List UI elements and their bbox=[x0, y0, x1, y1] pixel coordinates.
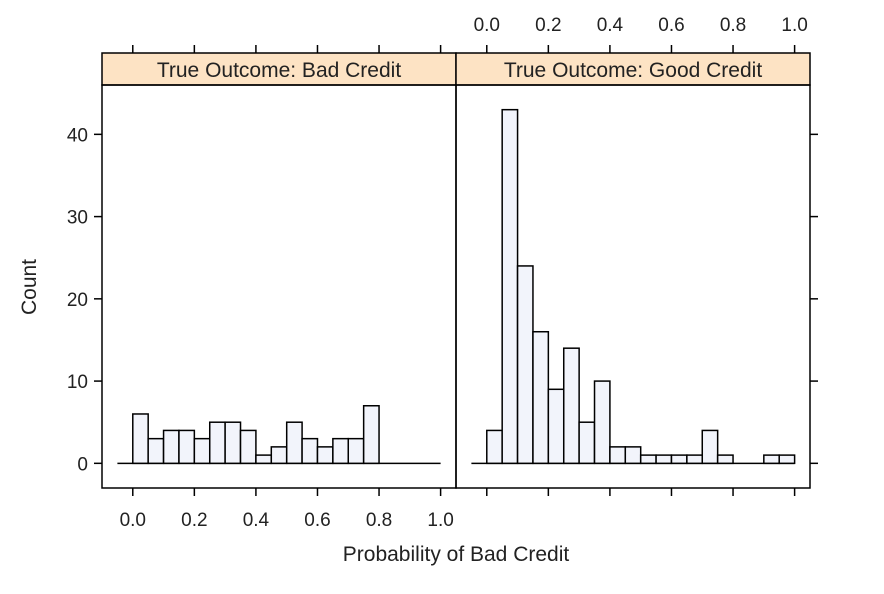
axes: 0.0 0.0 0.2 0.2 0.4 0.4 0.6 0.6 0.8 0.8 1.0 1.0 0 10 2… bbox=[67, 15, 818, 531]
histogram-bar bbox=[686, 454, 704, 465]
x-tick-label: 0.0 bbox=[474, 15, 500, 36]
x-tick-label: 0.4 bbox=[243, 510, 270, 531]
histogram-bar bbox=[362, 405, 380, 465]
histogram-bar bbox=[132, 413, 149, 465]
y-axis-title: Count bbox=[18, 259, 41, 315]
y-tick-label: 0 bbox=[77, 454, 88, 475]
histogram-bar bbox=[224, 421, 242, 465]
histogram-bar bbox=[162, 429, 180, 465]
panel-good-credit: True Outcome: Good Credit bbox=[455, 52, 811, 489]
strip-label: True Outcome: Good Credit bbox=[504, 59, 762, 82]
y-tick-label: 40 bbox=[67, 125, 88, 146]
y-tick-label: 10 bbox=[67, 372, 88, 393]
histogram-bar bbox=[501, 108, 519, 465]
histogram-bar bbox=[255, 454, 273, 465]
histogram-bar bbox=[547, 388, 565, 465]
histogram-bar bbox=[763, 454, 780, 465]
x-tick-label: 1.0 bbox=[427, 510, 453, 531]
histogram-bar bbox=[593, 380, 611, 465]
histogram-bar bbox=[270, 446, 288, 465]
histogram-bar bbox=[516, 265, 534, 465]
histogram-bar bbox=[670, 454, 688, 465]
x-tick-label: 0.4 bbox=[597, 15, 624, 36]
x-tick-label: 0.8 bbox=[366, 510, 392, 531]
y-tick-label: 20 bbox=[67, 290, 88, 311]
histogram-bar bbox=[532, 330, 550, 465]
x-axis-title: Probability of Bad Credit bbox=[343, 543, 570, 566]
histogram-bar bbox=[316, 446, 334, 465]
histogram-bar bbox=[562, 347, 580, 465]
x-tick-label: 0.2 bbox=[535, 15, 561, 36]
histogram-bar bbox=[178, 429, 196, 465]
strip-label: True Outcome: Bad Credit bbox=[157, 59, 401, 82]
x-tick-label: 0.6 bbox=[658, 15, 684, 36]
x-tick-label: 0.2 bbox=[181, 510, 207, 531]
histogram-bar bbox=[655, 454, 673, 465]
histogram-bar bbox=[301, 437, 319, 465]
x-tick-label: 0.0 bbox=[120, 510, 146, 531]
y-tick-label: 30 bbox=[67, 208, 88, 229]
histogram-bar bbox=[147, 437, 165, 465]
histogram-bar bbox=[208, 421, 226, 465]
x-tick-label: 0.6 bbox=[304, 510, 330, 531]
panel-frame bbox=[101, 84, 457, 489]
histogram-bar bbox=[486, 429, 503, 465]
strip-background bbox=[455, 52, 811, 86]
histogram-bar bbox=[701, 429, 719, 465]
histogram-bar bbox=[639, 454, 657, 465]
histogram-bar bbox=[285, 421, 303, 465]
histogram-bar bbox=[347, 437, 365, 465]
histogram-bar bbox=[578, 421, 596, 465]
x-tick-label: 1.0 bbox=[781, 15, 807, 36]
histogram-bar bbox=[239, 429, 257, 465]
histogram-bar bbox=[624, 446, 642, 465]
panel-bad-credit: True Outcome: Bad Credit bbox=[101, 52, 457, 489]
x-tick-label: 0.8 bbox=[720, 15, 746, 36]
histogram-bar bbox=[609, 446, 627, 465]
histogram-bar bbox=[193, 437, 211, 465]
panel-frame bbox=[455, 84, 811, 489]
histogram-bar bbox=[332, 437, 350, 465]
strip-background bbox=[101, 52, 457, 86]
histogram-bar bbox=[716, 454, 734, 465]
histogram-bar bbox=[778, 454, 796, 465]
